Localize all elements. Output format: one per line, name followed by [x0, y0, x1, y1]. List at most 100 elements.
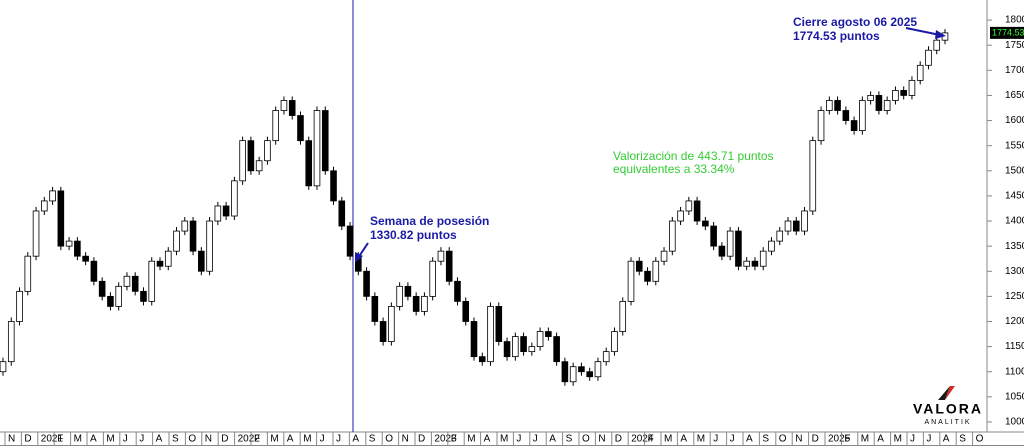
- candle-body: [90, 260, 98, 282]
- y-tick-label: 1550: [1005, 140, 1024, 151]
- candle-body: [834, 100, 841, 111]
- candle-body: [115, 285, 122, 307]
- candle-body: [346, 225, 354, 257]
- candle-body: [437, 250, 445, 262]
- candle-body: [379, 321, 387, 342]
- candle-body: [735, 230, 742, 267]
- annotation: Valorización de 443.71 puntos: [613, 149, 774, 163]
- candle-body: [338, 200, 346, 227]
- candle-body: [578, 366, 585, 373]
- candle-body: [553, 336, 560, 363]
- candle-body: [520, 336, 527, 353]
- annotation: equivalentes a 33.34%: [613, 162, 735, 176]
- x-tick-label: N: [598, 434, 605, 445]
- candle-body: [231, 180, 238, 217]
- candle-body: [363, 270, 370, 297]
- candle-body: [297, 115, 304, 142]
- candle-body: [173, 230, 180, 252]
- y-tick-label: 1100: [1005, 366, 1024, 377]
- candle-body: [916, 64, 924, 81]
- x-tick-label: A: [156, 434, 163, 445]
- candle-body: [792, 220, 800, 232]
- x-tick-label: 2025: [828, 434, 851, 445]
- x-tick-label: A: [287, 434, 294, 445]
- y-tick-label: 1300: [1005, 266, 1024, 277]
- candle-body: [445, 250, 453, 282]
- x-tick-label: F: [648, 434, 654, 445]
- candle-body: [65, 240, 73, 247]
- x-tick-label: M: [664, 434, 672, 445]
- x-tick-label: D: [221, 434, 228, 445]
- candle-body: [222, 205, 230, 217]
- x-tick-label: J: [139, 434, 144, 445]
- candle-body: [421, 295, 428, 312]
- candle-body: [710, 225, 717, 247]
- x-tick-label: J: [533, 434, 538, 445]
- candle-body: [164, 250, 172, 267]
- candle-body: [0, 361, 7, 373]
- candle-body: [388, 306, 395, 342]
- x-tick-label: O: [779, 434, 787, 445]
- x-tick-label: N: [8, 434, 15, 445]
- x-tick-label: F: [254, 434, 260, 445]
- candle-body: [503, 341, 511, 358]
- candle-body: [751, 260, 759, 267]
- x-tick-label: 2021: [41, 434, 64, 445]
- x-tick-label: J: [336, 434, 341, 445]
- candle-body: [545, 331, 552, 337]
- candle-body: [726, 230, 734, 257]
- candle-body: [826, 100, 833, 111]
- candle-body: [817, 110, 825, 142]
- y-tick-label: 1500: [1005, 165, 1024, 176]
- x-tick-label: O: [385, 434, 393, 445]
- y-tick-label: 1250: [1005, 291, 1024, 302]
- candle-body: [586, 371, 593, 378]
- candle-body: [611, 331, 618, 353]
- x-tick-label: M: [270, 434, 278, 445]
- candle-body: [933, 39, 941, 51]
- x-tick-label: M: [894, 434, 902, 445]
- candle-body: [784, 220, 792, 232]
- candle-body: [892, 90, 899, 101]
- x-tick-label: D: [418, 434, 425, 445]
- candle-body: [305, 140, 313, 187]
- candle-body: [462, 300, 470, 322]
- candle-body: [131, 275, 139, 292]
- y-tick-label: 1450: [1005, 191, 1024, 202]
- logo-mark: [945, 386, 955, 400]
- candle-body: [189, 220, 197, 252]
- candle-body: [16, 290, 23, 322]
- candle-body: [768, 240, 775, 252]
- candle-body: [24, 255, 32, 292]
- x-tick-label: A: [877, 434, 884, 445]
- x-tick-label: M: [861, 434, 869, 445]
- x-tick-label: J: [713, 434, 718, 445]
- candle-body: [809, 140, 817, 212]
- annotation: Cierre agosto 06 2025: [793, 15, 917, 29]
- annotation: Semana de posesión: [370, 214, 489, 228]
- x-tick-label: 2022: [238, 434, 261, 445]
- candle-body: [900, 90, 907, 96]
- candle-body: [487, 306, 494, 363]
- y-tick-label: 1800: [1005, 15, 1024, 26]
- x-tick-label: M: [74, 434, 82, 445]
- candle-body: [74, 240, 81, 257]
- x-tick-label: F: [57, 434, 63, 445]
- candle-body: [330, 170, 337, 202]
- candle-body: [41, 200, 48, 212]
- candle-body: [743, 260, 750, 267]
- annotation: 1330.82 puntos: [370, 228, 457, 242]
- x-tick-label: S: [566, 434, 573, 445]
- x-tick-label: M: [106, 434, 114, 445]
- candle-body: [495, 306, 503, 342]
- candle-body: [280, 100, 288, 111]
- candle-body: [660, 250, 668, 262]
- x-tick-label: J: [926, 434, 931, 445]
- candle-body: [801, 210, 808, 232]
- x-tick-label: J: [910, 434, 915, 445]
- candle-body: [247, 140, 255, 172]
- candle-body: [561, 361, 569, 383]
- candle-body: [867, 95, 874, 101]
- y-tick-label: 1150: [1005, 341, 1024, 352]
